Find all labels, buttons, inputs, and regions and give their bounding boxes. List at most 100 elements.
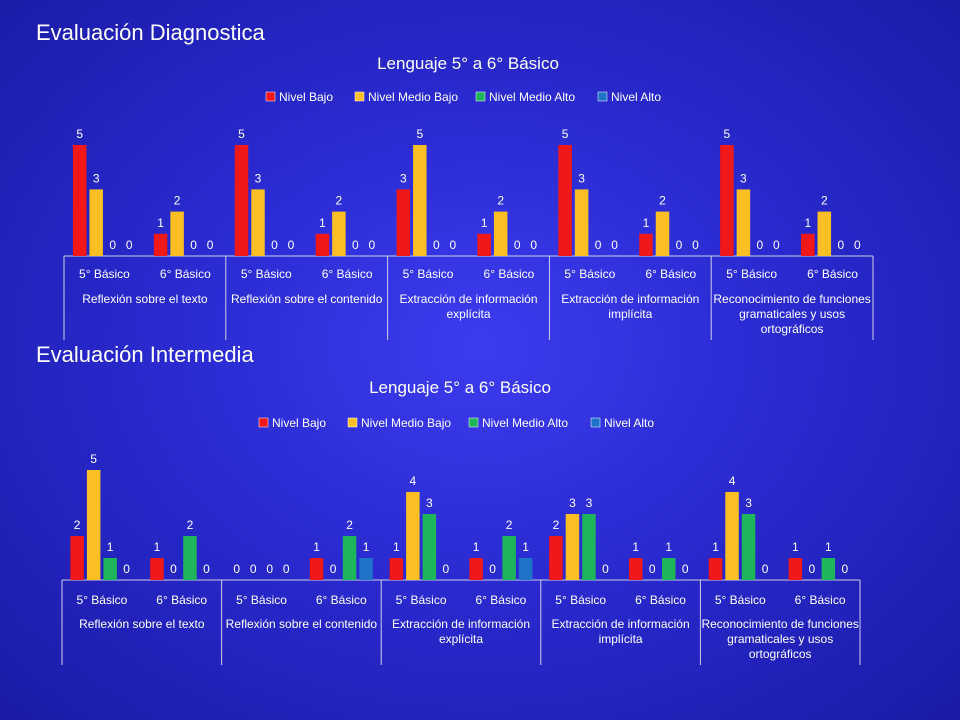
legend-swatch-2 [475,91,486,102]
category-label-g3-s0: 5° Básico [564,267,615,281]
bar-g1-s0-0 [234,145,249,256]
legend-swatch-0 [258,417,269,428]
category-label-g0-s0: 5° Básico [79,267,130,281]
category-label-g4-s1: 6° Básico [807,267,858,281]
data-label-g4-s1-1: 2 [821,194,828,208]
data-label-g1-s1-0: 1 [319,216,326,230]
data-label-g2-s0-2: 3 [426,496,433,510]
data-label-g4-s0-0: 5 [724,127,731,141]
data-label-g0-s1-0: 1 [157,216,164,230]
bar-g3-s1-1 [655,211,670,256]
data-label-g4-s0-2: 0 [757,238,764,252]
category-label-g2-s1: 6° Básico [475,593,526,607]
bar-g3-s1-0 [629,558,643,580]
data-label-g3-s0-2: 0 [595,238,602,252]
data-label-g4-s0-1: 3 [740,171,747,185]
legend-label-0: Nivel Bajo [272,416,326,430]
legend-label-3: Nivel Alto [611,90,661,104]
data-label-g0-s0-2: 1 [107,540,114,554]
data-label-g1-s0-2: 0 [266,562,273,576]
bar-g2-s0-1 [406,492,420,580]
data-label-g2-s1-2: 2 [506,518,513,532]
data-label-g0-s0-0: 2 [74,518,81,532]
group-label-2: Extracción de información explícita [399,292,537,321]
bar-g2-s1-3 [518,558,533,580]
bar-g3-s0-1 [565,514,580,580]
data-label-g2-s1-2: 0 [514,238,521,252]
data-label-g0-s1-1: 0 [170,562,177,576]
bar-g2-s1-2 [502,536,516,580]
bar-g3-s0-2 [582,514,596,580]
legend-swatch-3 [597,91,608,102]
data-label-g3-s1-0: 1 [632,540,639,554]
data-label-g3-s0-2: 3 [586,496,593,510]
data-label-g2-s1-1: 2 [497,194,504,208]
bar-g3-s0-0 [558,145,572,256]
category-label-g3-s1: 6° Básico [635,593,686,607]
bar-g1-s1-0 [315,233,330,256]
bar-g4-s0-0 [720,145,734,256]
data-label-g3-s0-0: 5 [562,127,569,141]
bar-g4-s0-0 [708,558,723,580]
data-label-g3-s1-2: 1 [665,540,672,554]
category-label-g4-s0: 5° Básico [726,267,777,281]
data-label-g3-s1-2: 0 [676,238,683,252]
bar-g1-s0-1 [251,189,265,256]
data-label-g4-s1-3: 0 [854,238,861,252]
data-label-g1-s0-1: 3 [255,171,262,185]
data-label-g0-s0-1: 5 [90,452,97,466]
data-label-g2-s0-2: 0 [433,238,440,252]
category-label-g4-s0: 5° Básico [715,593,766,607]
category-label-g0-s1: 6° Básico [156,593,207,607]
bar-g1-s1-1 [332,211,346,256]
data-label-g3-s0-3: 0 [611,238,618,252]
data-label-g2-s1-0: 1 [473,540,480,554]
legend-swatch-0 [265,91,276,102]
category-label-g2-s1: 6° Básico [484,267,535,281]
bar-g4-s1-1 [817,211,832,256]
legend-label-1: Nivel Medio Bajo [368,90,458,104]
data-label-g1-s1-1: 0 [330,562,337,576]
bar-g4-s1-2 [821,558,836,580]
data-label-g3-s1-0: 1 [643,216,650,230]
category-label-g2-s0: 5° Básico [403,267,454,281]
data-label-g4-s1-2: 1 [825,540,832,554]
data-label-g1-s1-0: 1 [313,540,320,554]
data-label-g3-s0-0: 2 [553,518,560,532]
chart-intermedia: Lenguaje 5° a 6° Básico Nivel Bajo Nivel M… [0,320,960,720]
data-label-g1-s0-0: 5 [238,127,245,141]
data-label-g2-s0-3: 0 [449,238,456,252]
data-label-g1-s0-1: 0 [250,562,257,576]
section-title-diagnostica: Evaluación Diagnostica [36,20,265,45]
data-label-g3-s1-3: 0 [692,238,699,252]
legend-label-2: Nivel Medio Alto [489,90,575,104]
data-label-g3-s0-1: 3 [578,171,585,185]
bar-g0-s1-2 [183,536,197,580]
bar-g0-s1-1 [170,211,184,256]
data-label-g1-s1-1: 2 [336,194,343,208]
data-label-g0-s1-3: 0 [203,562,210,576]
category-label-g3-s0: 5° Básico [555,593,606,607]
data-label-g0-s0-0: 5 [76,127,83,141]
legend-swatch-1 [347,417,358,428]
data-label-g4-s0-0: 1 [712,540,719,554]
chart-title: Lenguaje 5° a 6° Básico [377,54,559,73]
bar-g4-s0-1 [736,189,751,256]
category-label-g0-s1: 6° Básico [160,267,211,281]
bar-g3-s1-2 [662,558,676,580]
data-label-g1-s1-2: 0 [352,238,359,252]
data-label-g0-s0-3: 0 [123,562,130,576]
bar-g4-s1-0 [788,558,803,580]
bar-g3-s1-0 [639,233,653,256]
bar-g1-s1-0 [309,558,324,580]
data-label-g2-s0-0: 3 [400,171,407,185]
bar-g0-s0-1 [86,470,101,580]
bar-g0-s0-1 [89,189,103,256]
data-label-g2-s1-0: 1 [481,216,488,230]
group-label-0: Reflexión sobre el texto [82,292,208,306]
group-label-4: Reconocimiento de funciones gramaticales … [701,617,858,661]
data-label-g4-s0-3: 0 [762,562,769,576]
section-title-intermedia: Evaluación Intermedia [36,342,254,367]
group-label-1: Reflexión sobre el contenido [226,617,378,631]
group-label-1: Reflexión sobre el contenido [231,292,383,306]
